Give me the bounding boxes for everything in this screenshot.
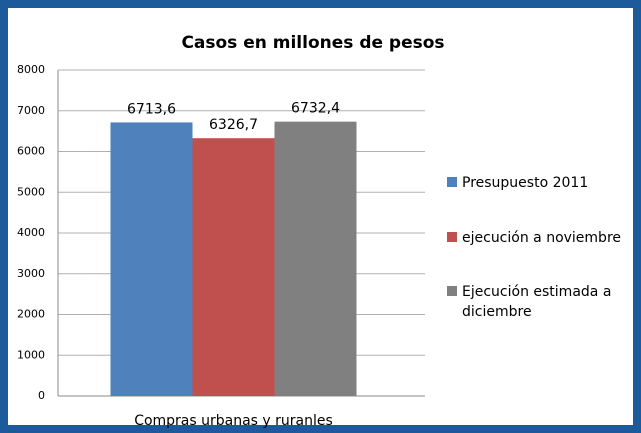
y-tick-label: 4000 <box>17 226 45 239</box>
legend-item: ejecución a noviembre <box>447 228 637 248</box>
legend-label: Presupuesto 2011 <box>462 175 589 191</box>
y-tick-label: 7000 <box>17 104 45 117</box>
legend-label: Ejecución estimada a diciembre <box>462 284 612 320</box>
y-tick-label: 1000 <box>17 348 45 361</box>
data-label: 6713,6 <box>127 101 176 117</box>
legend-item: Presupuesto 2011 <box>447 173 637 193</box>
legend-label: ejecución a noviembre <box>462 230 622 246</box>
data-label: 6732,4 <box>291 101 340 117</box>
bar <box>192 138 275 396</box>
legend-swatch <box>447 232 457 242</box>
y-tick-label: 8000 <box>17 63 45 76</box>
y-tick-label: 2000 <box>17 308 45 321</box>
y-tick-label: 6000 <box>17 145 45 158</box>
bar <box>110 122 193 396</box>
bar <box>274 121 357 397</box>
legend-item: Ejecución estimada a diciembre <box>447 282 637 322</box>
y-tick-label: 5000 <box>17 185 45 198</box>
y-tick-label: 3000 <box>17 267 45 280</box>
chart-title: Casos en millones de pesos <box>181 33 444 53</box>
legend-swatch <box>447 286 457 296</box>
y-tick-label: 0 <box>38 389 45 402</box>
x-tick-label: Compras urbanas y ruranles <box>134 413 333 429</box>
legend-swatch <box>447 177 457 187</box>
data-label: 6326,7 <box>209 117 258 133</box>
